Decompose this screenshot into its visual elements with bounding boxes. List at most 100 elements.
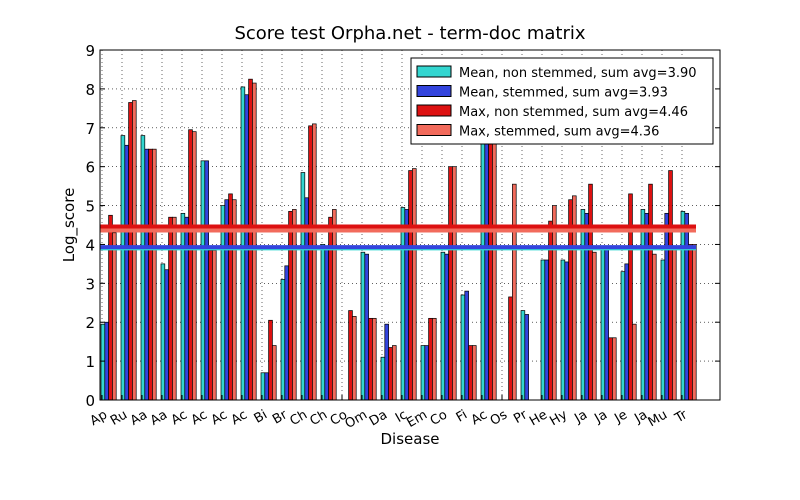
bar-series-2-ru bbox=[128, 102, 133, 401]
bar-series-2-ac bbox=[488, 142, 493, 401]
bar-series-1-aa bbox=[144, 148, 149, 401]
bar-series-0-tr bbox=[680, 211, 686, 401]
legend-label-1: Mean, stemmed, sum avg=3.93 bbox=[459, 86, 668, 101]
chart-title: Score test Orpha.net - term-doc matrix bbox=[234, 23, 585, 44]
bar-series-3-fi bbox=[472, 345, 477, 401]
bar-series-2-ja bbox=[648, 183, 653, 401]
y-tick-label: 3 bbox=[85, 275, 95, 293]
bar-series-3-co bbox=[352, 316, 357, 401]
bar-series-0-ja bbox=[600, 247, 606, 401]
bar-series-3-ch bbox=[332, 209, 337, 401]
bar-series-3-tr bbox=[692, 244, 697, 401]
bar-series-3-br bbox=[292, 209, 297, 401]
bar-series-0-pr bbox=[520, 310, 526, 401]
y-tick-label: 1 bbox=[85, 353, 95, 371]
bar-series-0-mu bbox=[660, 259, 666, 401]
bar-series-3-ap bbox=[112, 232, 117, 401]
bar-series-2-om bbox=[368, 317, 373, 401]
bar-series-2-ac bbox=[188, 129, 193, 401]
bar-series-2-ac bbox=[248, 78, 253, 401]
bar-series-1-om bbox=[364, 253, 369, 401]
bar-series-2-ac bbox=[208, 249, 213, 401]
x-tick-label-ac: Ac bbox=[189, 407, 210, 428]
bar-series-3-ja bbox=[612, 337, 617, 401]
bar-series-1-ch bbox=[324, 246, 329, 401]
bar-series-3-ac bbox=[492, 142, 497, 401]
bar-series-0-co bbox=[440, 251, 446, 401]
x-tick-label-ru: Ru bbox=[108, 407, 130, 428]
bar-series-1-da bbox=[384, 323, 389, 401]
bar-series-0-aa bbox=[160, 263, 166, 401]
bar-series-3-ac bbox=[212, 249, 217, 401]
plot-frame bbox=[99, 49, 721, 401]
bar-series-0-ch bbox=[300, 172, 306, 401]
bar-series-1-ac bbox=[484, 142, 489, 401]
legend-label-0: Mean, non stemmed, sum avg=3.90 bbox=[459, 66, 697, 81]
legend-swatch-3 bbox=[416, 124, 452, 136]
y-tick-label: 8 bbox=[85, 81, 95, 99]
bar-series-3-om bbox=[372, 317, 377, 401]
x-axis-label: Disease bbox=[381, 430, 440, 448]
bar-series-0-ac bbox=[180, 212, 186, 401]
bar-series-2-tr bbox=[688, 244, 693, 401]
bar-series-3-ja bbox=[592, 251, 597, 401]
bar-series-1-aa bbox=[164, 269, 169, 401]
legend-frame bbox=[410, 57, 714, 145]
y-tick-label: 7 bbox=[85, 120, 95, 138]
bar-series-3-aa bbox=[152, 148, 157, 401]
x-tick-label-ac: Ac bbox=[169, 407, 190, 428]
bar-series-2-os bbox=[508, 296, 513, 401]
x-tick-label-ac: Ac bbox=[229, 407, 250, 428]
bar-series-2-ja bbox=[608, 337, 613, 401]
bar-series-2-ch bbox=[308, 125, 313, 401]
bar-series-1-ic bbox=[404, 209, 409, 401]
y-tick-label: 6 bbox=[85, 159, 95, 177]
bar-series-3-ic bbox=[412, 168, 417, 401]
bar-series-3-ch bbox=[312, 123, 317, 401]
bar-series-2-aa bbox=[148, 148, 153, 401]
bar-series-2-bi bbox=[268, 319, 273, 401]
bar-series-1-ja bbox=[584, 212, 589, 401]
bar-series-3-he bbox=[552, 205, 557, 401]
bar-series-1-br bbox=[284, 265, 289, 401]
bar-series-1-mu bbox=[664, 212, 669, 401]
bar-series-3-bi bbox=[272, 345, 277, 401]
bar-series-2-em bbox=[428, 317, 433, 401]
bar-series-2-da bbox=[388, 347, 393, 401]
bar-series-1-ru bbox=[124, 144, 129, 401]
bar-series-3-co bbox=[452, 166, 457, 401]
y-tick-label: 4 bbox=[85, 236, 95, 254]
bar-series-0-he bbox=[540, 259, 546, 401]
bar-series-1-fi bbox=[464, 290, 469, 401]
y-tick-label: 5 bbox=[85, 198, 95, 216]
bar-series-3-aa bbox=[172, 216, 177, 401]
bar-series-3-em bbox=[432, 317, 437, 401]
bar-series-0-ac bbox=[220, 205, 226, 401]
legend-swatch-2 bbox=[416, 104, 452, 117]
bar-series-1-je bbox=[624, 263, 629, 401]
bar-series-0-ch bbox=[320, 244, 326, 401]
bar-series-3-ac bbox=[192, 131, 197, 401]
bar-series-1-hy bbox=[564, 261, 569, 401]
x-tick-label-aa: Aa bbox=[128, 407, 150, 428]
bar-series-1-ap bbox=[104, 321, 109, 401]
bar-series-1-ac bbox=[204, 160, 209, 401]
bar-series-0-hy bbox=[560, 259, 566, 401]
bar-series-2-co bbox=[448, 166, 453, 401]
bar-series-0-ap bbox=[100, 323, 106, 401]
bar-series-1-ac bbox=[184, 216, 189, 401]
y-axis-label: Log_score bbox=[60, 188, 79, 263]
bar-series-0-ru bbox=[120, 135, 126, 401]
legend-label-2: Max, non stemmed, sum avg=4.46 bbox=[459, 105, 688, 120]
bar-series-3-mu bbox=[672, 246, 677, 401]
x-tick-label-ap: Ap bbox=[88, 407, 110, 429]
legend: Mean, non stemmed, sum avg=3.90 Mean, ste… bbox=[410, 57, 714, 145]
bar-series-2-br bbox=[288, 211, 293, 401]
x-tick-label-os: Os bbox=[488, 407, 510, 429]
bar-series-2-ic bbox=[408, 170, 413, 401]
bar-series-0-ac bbox=[480, 142, 486, 401]
bar-series-0-ac bbox=[240, 86, 246, 401]
bar-series-0-aa bbox=[140, 135, 146, 401]
bar-series-3-ja bbox=[652, 253, 657, 401]
bar-series-1-co bbox=[444, 253, 449, 401]
